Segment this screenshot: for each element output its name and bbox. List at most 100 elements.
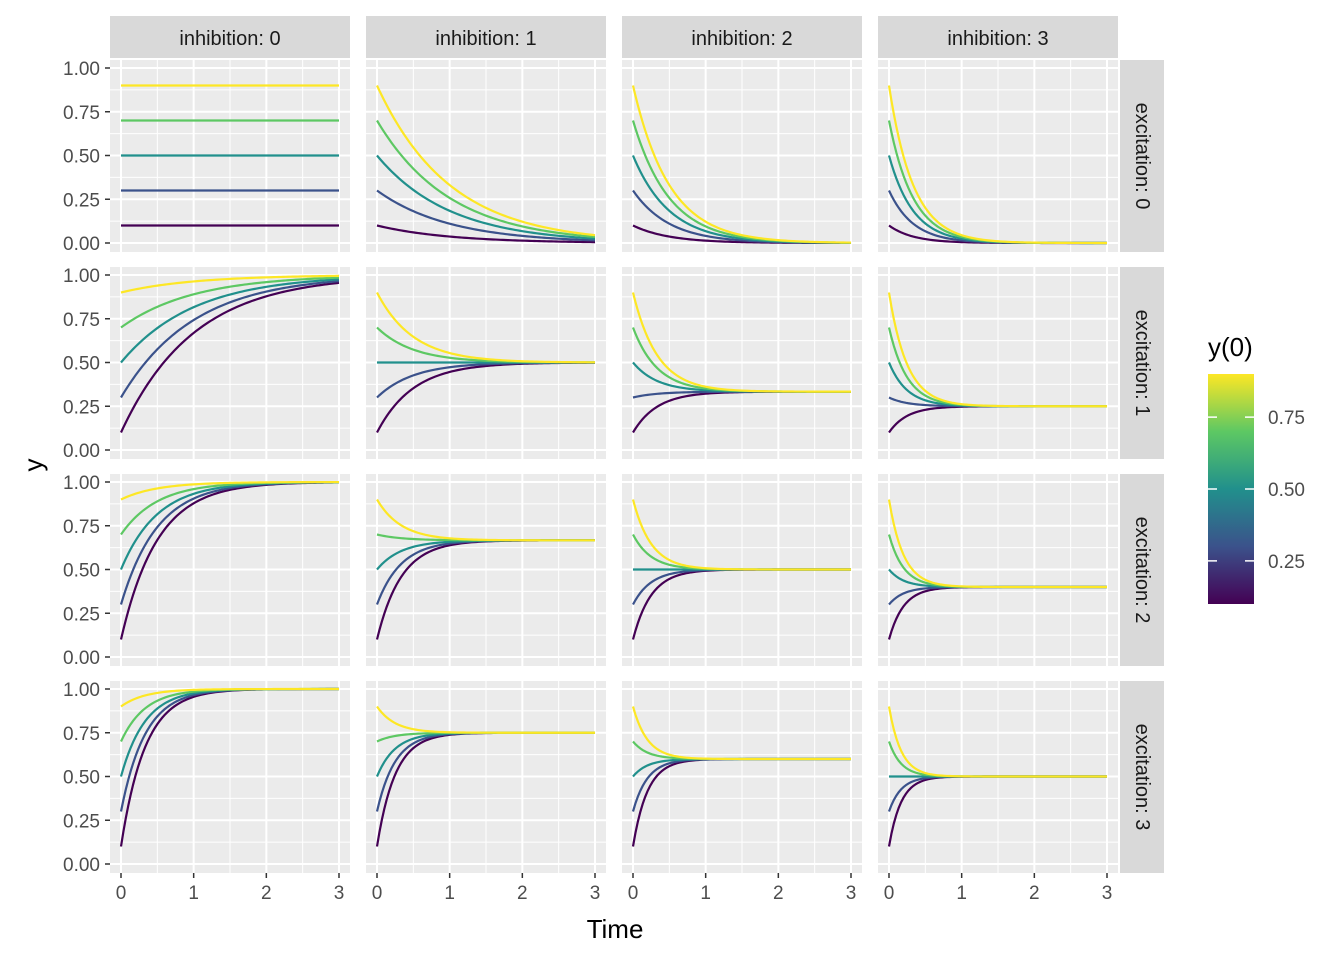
y-tick-label: 1.00	[63, 266, 100, 287]
series-line-y0-0.7	[376, 119, 596, 238]
x-tick-label: 1	[444, 883, 455, 904]
legend-tick-label: 0.75	[1268, 408, 1305, 429]
column-strip: inhibition: 1	[366, 16, 606, 58]
strip-background	[1120, 60, 1164, 252]
x-tick-label: 2	[1029, 883, 1040, 904]
panel-e0-i1	[366, 60, 606, 252]
panel-e2-i3	[878, 474, 1118, 666]
panel-e0-i3	[878, 60, 1118, 252]
series-line-y0-0.9	[376, 85, 596, 237]
panel-e3-i0	[110, 681, 350, 873]
panel-e0-i2	[622, 60, 862, 252]
panel-e1-i1	[366, 267, 606, 459]
y-tick-label: 1.00	[63, 473, 100, 494]
strip-background	[110, 16, 350, 58]
panel-e3-i3	[878, 681, 1118, 873]
series-line-y0-0.5	[120, 278, 340, 364]
strip-background	[1120, 267, 1164, 459]
x-tick-label: 3	[590, 883, 601, 904]
panel-e1-i2	[622, 267, 862, 459]
x-tick-label: 2	[517, 883, 528, 904]
series-line-y0-0.9	[376, 498, 595, 542]
series-line-y0-0.1	[376, 224, 596, 244]
y-tick-label: 0.00	[63, 441, 100, 462]
x-tick-label: 1	[188, 883, 199, 904]
y-tick-label: 0.00	[63, 855, 100, 876]
row-strips: excitation: 0 excitation: 1 excitation: 2 e…	[1120, 60, 1164, 873]
column-strip-label: inhibition: 0	[179, 28, 280, 50]
y-tick-label: 0.75	[63, 103, 100, 124]
series-line-y0-0.9	[120, 687, 339, 708]
panel-e2-i2	[622, 474, 862, 666]
row-strip-label: excitation: 3	[1131, 724, 1153, 831]
strip-background	[622, 16, 862, 58]
column-strips: inhibition: 0 inhibition: 1 inhibition: 2 i…	[110, 16, 1118, 58]
y-tick-label: 0.25	[63, 604, 100, 625]
y-tick-label: 0.50	[63, 147, 100, 168]
y-tick-label: 0.25	[63, 397, 100, 418]
panel-e2-i0	[110, 474, 350, 666]
series-line-y0-0.9	[631, 292, 851, 393]
panel-e1-i0	[110, 267, 350, 459]
y-tick-label: 0.50	[63, 768, 100, 789]
panel-e3-i2	[622, 681, 862, 873]
x-tick-label: 1	[956, 883, 967, 904]
y-tick-label: 1.00	[63, 59, 100, 80]
row-strip: excitation: 1	[1120, 267, 1164, 459]
x-tick-label: 0	[628, 883, 639, 904]
row-strip-label: excitation: 1	[1131, 310, 1153, 417]
series-line-y0-0.9	[631, 85, 852, 244]
x-tick-label: 3	[1102, 883, 1113, 904]
series-line-y0-0.3	[120, 280, 340, 399]
y-tick-label: 1.00	[63, 680, 100, 701]
y-axis-title: y	[18, 459, 48, 472]
series-line-y0-0.9	[887, 706, 1107, 778]
legend-tick-label: 0.50	[1268, 480, 1305, 501]
column-strip: inhibition: 3	[878, 16, 1118, 58]
panel-e0-i0	[110, 60, 350, 252]
y-tick-label: 0.50	[63, 354, 100, 375]
x-tick-label: 3	[334, 883, 345, 904]
y-tick-label: 0.75	[63, 517, 100, 538]
row-strip-label: excitation: 0	[1131, 103, 1153, 210]
y-tick-label: 0.00	[63, 234, 100, 255]
strip-background	[366, 16, 606, 58]
y-axis-ticks: 0.00 0.25 0.50 0.75 1.00 0.00 0.25 0.50 0.75 1.00…	[63, 59, 110, 876]
series-line-y0-0.1	[120, 281, 340, 433]
panel-e2-i1	[366, 474, 606, 666]
column-strip-label: inhibition: 1	[435, 28, 536, 50]
series-line-y0-0.9	[887, 292, 1107, 408]
x-axis-ticks: 0 1 2 3 0 1 2 3 0 1 2 3 0 1 2 3	[116, 873, 1113, 904]
series-line-y0-0.7	[120, 276, 340, 329]
x-tick-label: 2	[261, 883, 272, 904]
column-strip-label: inhibition: 2	[691, 28, 792, 50]
y-tick-label: 0.25	[63, 811, 100, 832]
x-tick-label: 0	[116, 883, 127, 904]
x-tick-label: 3	[846, 883, 857, 904]
panel-e1-i3	[878, 267, 1118, 459]
strip-background	[878, 16, 1118, 58]
y-tick-label: 0.00	[63, 648, 100, 669]
strip-background	[1120, 474, 1164, 666]
x-tick-label: 1	[700, 883, 711, 904]
column-strip-label: inhibition: 3	[947, 28, 1048, 50]
x-tick-label: 0	[372, 883, 383, 904]
legend-title: y(0)	[1208, 332, 1253, 362]
legend-ticks: 0.25 0.50 0.75	[1208, 408, 1305, 573]
y-tick-label: 0.75	[63, 724, 100, 745]
legend-tick-label: 0.25	[1268, 552, 1305, 573]
series-line-y0-0.9	[887, 85, 1107, 245]
series-line-y0-0.9	[376, 705, 595, 734]
series-line-y0-0.9	[120, 480, 340, 501]
y-tick-label: 0.50	[63, 561, 100, 582]
series-line-y0-0.9	[631, 706, 851, 761]
strip-background	[1120, 681, 1164, 873]
column-strip: inhibition: 2	[622, 16, 862, 58]
panel-e3-i1	[366, 681, 606, 873]
x-tick-label: 0	[884, 883, 895, 904]
series-line-y0-0.9	[631, 499, 851, 571]
y-tick-label: 0.25	[63, 190, 100, 211]
column-strip: inhibition: 0	[110, 16, 350, 58]
series-line-y0-0.9	[120, 274, 340, 294]
